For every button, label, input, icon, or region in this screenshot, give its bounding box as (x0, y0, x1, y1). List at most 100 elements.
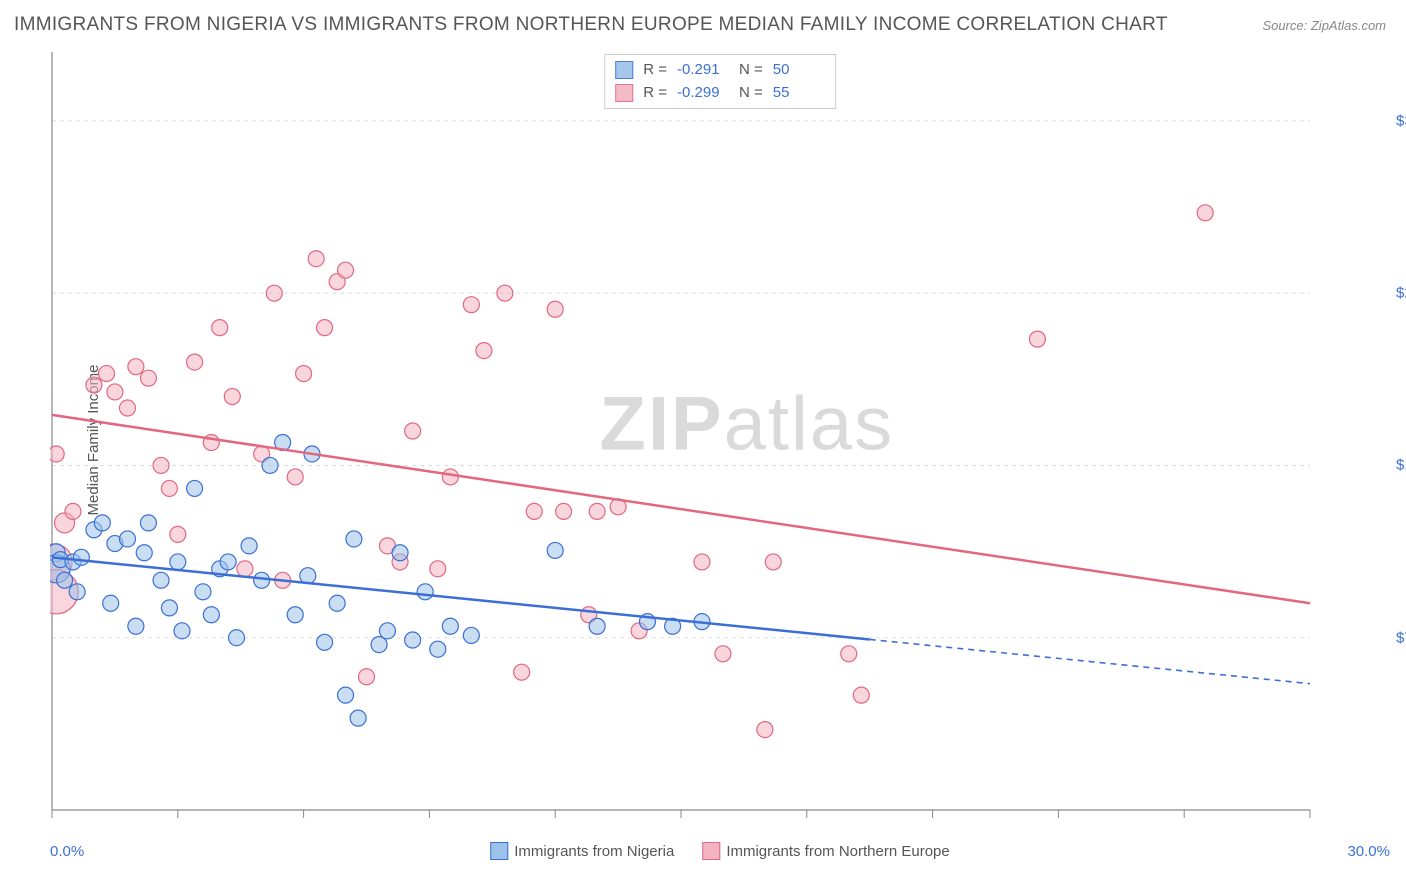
data-point (853, 687, 869, 703)
legend-item: Immigrants from Nigeria (490, 842, 674, 860)
data-point (220, 554, 236, 570)
data-point (338, 687, 354, 703)
data-point (329, 595, 345, 611)
data-point (417, 584, 433, 600)
data-point (65, 503, 81, 519)
data-point (317, 320, 333, 336)
data-point (128, 618, 144, 634)
data-point (203, 607, 219, 623)
data-point (287, 607, 303, 623)
data-point (140, 515, 156, 531)
data-point (405, 632, 421, 648)
data-point (1197, 205, 1213, 221)
legend-swatch (615, 61, 633, 79)
data-point (254, 572, 270, 588)
data-point (379, 623, 395, 639)
data-point (430, 641, 446, 657)
data-point (229, 630, 245, 646)
chart-title: IMMIGRANTS FROM NIGERIA VS IMMIGRANTS FR… (14, 14, 1168, 36)
series-legend: Immigrants from Nigeria Immigrants from N… (490, 842, 949, 860)
n-value: 50 (773, 59, 825, 82)
data-point (526, 503, 542, 519)
correlation-legend-row: R = -0.291 N = 50 (615, 59, 825, 82)
data-point (195, 584, 211, 600)
data-point (338, 262, 354, 278)
data-point (262, 457, 278, 473)
data-point (86, 377, 102, 393)
legend-swatch (490, 842, 508, 860)
data-point (94, 515, 110, 531)
data-point (224, 389, 240, 405)
data-point (317, 634, 333, 650)
data-point (187, 480, 203, 496)
legend-label: Immigrants from Northern Europe (726, 843, 949, 860)
r-value: -0.291 (677, 59, 729, 82)
legend-item: Immigrants from Northern Europe (702, 842, 949, 860)
n-label: N = (739, 82, 763, 105)
data-point (514, 664, 530, 680)
n-value: 55 (773, 82, 825, 105)
data-point (57, 572, 73, 588)
data-point (69, 584, 85, 600)
y-tick-label: $150,000 (1388, 457, 1406, 474)
data-point (405, 423, 421, 439)
data-point (136, 545, 152, 561)
data-point (346, 531, 362, 547)
data-point (463, 297, 479, 313)
data-point (359, 669, 375, 685)
data-point (442, 469, 458, 485)
data-point (99, 366, 115, 382)
data-point (547, 301, 563, 317)
r-value: -0.299 (677, 82, 729, 105)
data-point (757, 722, 773, 738)
data-point (153, 572, 169, 588)
data-point (694, 554, 710, 570)
data-point (1029, 331, 1045, 347)
data-point (476, 343, 492, 359)
data-point (153, 457, 169, 473)
data-point (170, 526, 186, 542)
data-point (589, 503, 605, 519)
data-point (241, 538, 257, 554)
data-point (140, 370, 156, 386)
data-point (308, 251, 324, 267)
data-point (296, 366, 312, 382)
scatter-plot (50, 50, 1390, 830)
legend-swatch (615, 84, 633, 102)
chart-area: Median Family Income ZIPatlas R =-0.291N… (50, 50, 1390, 830)
source-label: Source: ZipAtlas.com (1262, 18, 1386, 33)
data-point (556, 503, 572, 519)
data-point (50, 446, 64, 462)
data-point (430, 561, 446, 577)
n-label: N = (739, 59, 763, 82)
data-point (497, 285, 513, 301)
data-point (212, 320, 228, 336)
trend-line-extrapolated (870, 639, 1310, 683)
legend-label: Immigrants from Nigeria (514, 843, 674, 860)
data-point (128, 359, 144, 375)
y-tick-label: $300,000 (1388, 112, 1406, 129)
y-tick-label: $225,000 (1388, 285, 1406, 302)
data-point (161, 480, 177, 496)
y-tick-label: $75,000 (1388, 629, 1406, 646)
data-point (266, 285, 282, 301)
data-point (170, 554, 186, 570)
data-point (161, 600, 177, 616)
data-point (119, 400, 135, 416)
data-point (589, 618, 605, 634)
x-axis-min-label: 0.0% (50, 843, 84, 860)
data-point (107, 384, 123, 400)
data-point (547, 542, 563, 558)
data-point (350, 710, 366, 726)
data-point (119, 531, 135, 547)
data-point (442, 618, 458, 634)
r-label: R = (643, 59, 667, 82)
data-point (187, 354, 203, 370)
data-point (174, 623, 190, 639)
data-point (841, 646, 857, 662)
data-point (371, 637, 387, 653)
data-point (103, 595, 119, 611)
data-point (73, 549, 89, 565)
correlation-legend-row: R = -0.299 N = 55 (615, 82, 825, 105)
r-label: R = (643, 82, 667, 105)
